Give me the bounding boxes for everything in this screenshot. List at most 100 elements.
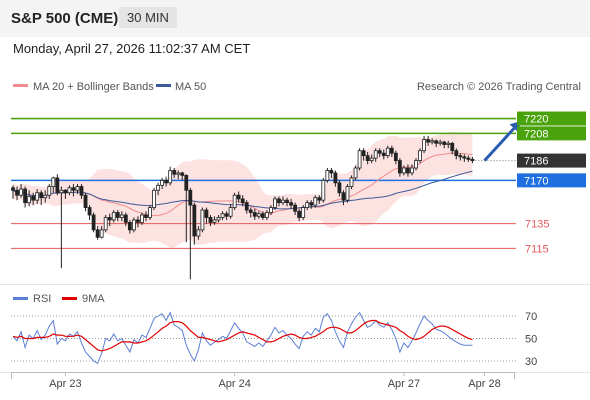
candle xyxy=(313,195,318,208)
candle xyxy=(111,210,116,223)
candle xyxy=(184,174,189,243)
candle-body xyxy=(136,219,140,223)
candle xyxy=(256,211,261,219)
candle xyxy=(341,190,346,206)
candle-body xyxy=(361,150,366,157)
candle-body xyxy=(406,167,410,174)
candle-body xyxy=(458,155,463,158)
rsi-level-label: 70 xyxy=(525,311,537,323)
candle xyxy=(422,135,426,154)
candle-body xyxy=(152,189,156,208)
rsi-level-label: 30 xyxy=(525,356,537,368)
level-box-2 xyxy=(517,153,586,168)
candle xyxy=(79,184,84,199)
candle xyxy=(164,176,169,187)
candle-body xyxy=(15,189,19,196)
candle xyxy=(156,182,160,196)
candle-body xyxy=(442,141,447,145)
candle xyxy=(160,177,165,190)
candle-body xyxy=(369,157,374,161)
candle xyxy=(301,205,306,220)
candle-body xyxy=(329,170,334,174)
candle xyxy=(59,186,64,269)
candle xyxy=(71,184,76,197)
candle-body xyxy=(450,142,455,152)
chart-header: S&P 500 (CME) 30 MIN xyxy=(0,0,590,37)
candle xyxy=(127,219,132,234)
candle xyxy=(107,213,112,227)
ma50-legend-swatch xyxy=(156,84,171,87)
candle-body xyxy=(99,229,104,238)
level-box-label: 7186 xyxy=(524,156,548,168)
candle-body xyxy=(192,204,197,237)
x-axis-label: Apr 28 xyxy=(468,378,500,390)
candle xyxy=(99,226,104,239)
candle xyxy=(192,202,197,245)
x-axis-label: Apr 23 xyxy=(49,378,81,390)
candle-body xyxy=(115,212,120,218)
candle-body xyxy=(123,214,128,223)
candle xyxy=(83,192,88,212)
candle xyxy=(208,214,213,227)
candle-body xyxy=(51,177,56,187)
candle xyxy=(131,217,136,233)
candle-body xyxy=(277,198,281,204)
candle xyxy=(27,190,32,207)
bollinger-legend-swatch xyxy=(13,84,28,87)
candle-body xyxy=(39,192,44,199)
candle-body xyxy=(297,210,302,218)
rsi-ma9-line xyxy=(12,319,473,352)
candle xyxy=(446,140,451,149)
candle-body xyxy=(381,152,386,157)
candle-body xyxy=(204,209,209,218)
candle-body xyxy=(107,217,112,221)
instrument-title: S&P 500 (CME) xyxy=(11,10,119,27)
candle-body xyxy=(43,194,48,199)
candle-body xyxy=(55,177,60,194)
candle-body xyxy=(200,209,205,231)
candle xyxy=(406,164,410,177)
candle-body xyxy=(365,155,370,161)
candle-body xyxy=(430,140,435,143)
candle xyxy=(136,216,140,228)
candle xyxy=(180,171,185,181)
candle xyxy=(353,165,358,181)
candle-body xyxy=(260,213,265,218)
candle xyxy=(212,216,217,225)
support-level-label: 7135 xyxy=(525,219,549,231)
candle xyxy=(252,208,257,220)
candle-body xyxy=(454,150,459,157)
candle xyxy=(123,212,128,227)
candle-body xyxy=(220,213,225,218)
forecast-arrow xyxy=(483,121,521,162)
candle xyxy=(430,138,435,145)
candle xyxy=(91,212,96,233)
candle-body xyxy=(466,157,471,160)
candle xyxy=(87,205,92,220)
timestamp: Monday, April 27, 2026 11:02:37 AM CET xyxy=(13,41,251,56)
candle-body xyxy=(216,217,221,221)
candle xyxy=(418,148,422,164)
candle-body xyxy=(397,160,402,174)
candle xyxy=(426,135,430,146)
candle xyxy=(43,190,48,203)
candle xyxy=(321,177,326,203)
x-axis-labels: Apr 23 Apr 24 Apr 27 Apr 28 xyxy=(49,372,501,390)
candle xyxy=(389,145,394,157)
candle xyxy=(297,208,302,222)
candle-body xyxy=(281,199,285,204)
candle-body xyxy=(156,184,160,191)
candle xyxy=(244,200,249,214)
candle xyxy=(240,195,245,207)
candle xyxy=(269,205,273,215)
candle xyxy=(357,148,362,171)
timeframe-badge[interactable]: 30 MIN xyxy=(119,7,177,28)
candle-body xyxy=(168,170,173,184)
candle-body xyxy=(418,150,422,161)
candle xyxy=(67,185,72,196)
candle-body xyxy=(212,219,217,223)
candle xyxy=(204,207,209,224)
candle xyxy=(337,180,342,197)
candle xyxy=(385,145,390,159)
candle-body xyxy=(127,222,132,231)
